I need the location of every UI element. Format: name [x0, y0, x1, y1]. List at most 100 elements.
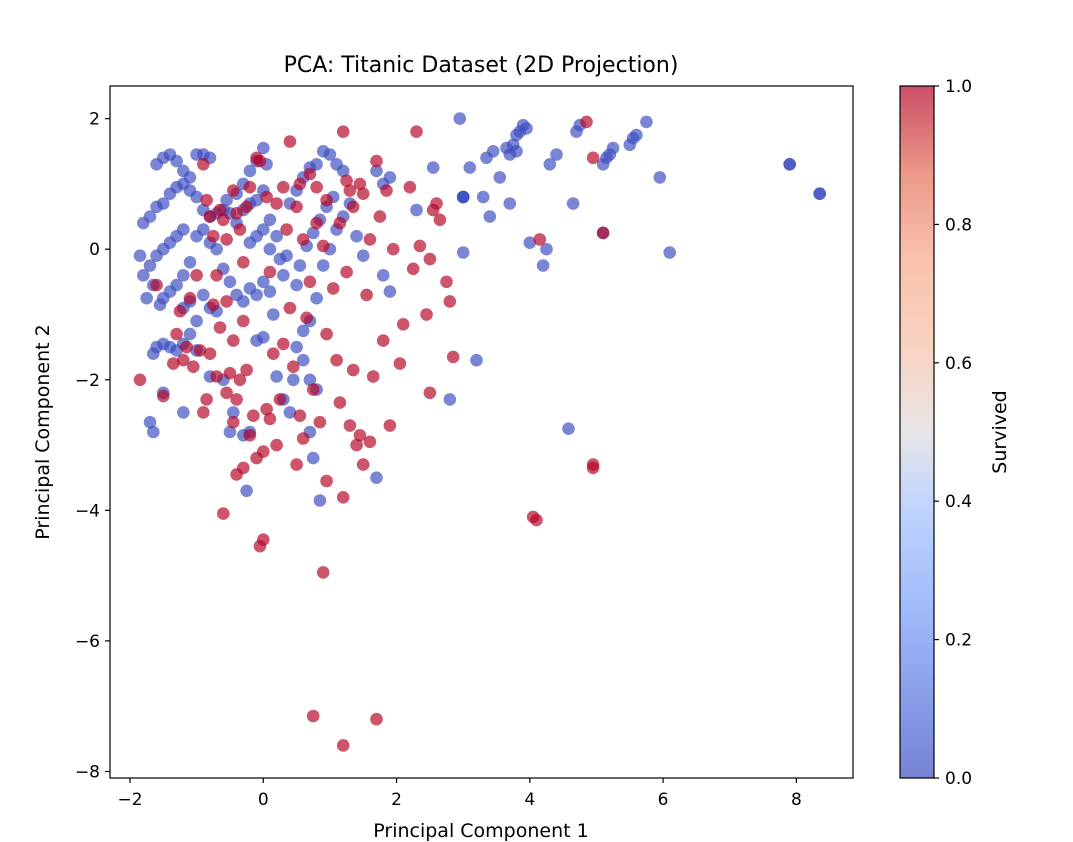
data-point	[330, 353, 343, 367]
data-point	[813, 187, 826, 200]
data-point	[210, 370, 223, 383]
data-point	[237, 295, 250, 308]
data-point	[523, 236, 537, 249]
data-point	[263, 412, 277, 426]
y-axis: −8 −6 −4 −2 0 2	[75, 110, 110, 782]
data-point	[137, 269, 150, 282]
data-point	[343, 184, 357, 197]
data-point	[147, 347, 160, 361]
data-point	[366, 370, 380, 383]
data-point	[197, 223, 210, 236]
y-tick-label: −4	[75, 501, 100, 521]
data-point	[663, 246, 676, 259]
data-point	[426, 161, 440, 174]
colorbar-tick-label: 0.6	[945, 354, 972, 374]
data-point	[393, 357, 407, 370]
x-tick-label: −2	[117, 790, 142, 810]
data-point	[293, 259, 307, 272]
data-point	[306, 226, 320, 240]
data-point	[413, 239, 427, 253]
data-point	[486, 145, 500, 158]
data-point	[210, 242, 223, 256]
data-point	[360, 288, 373, 302]
data-point	[456, 190, 470, 204]
data-point	[270, 197, 283, 210]
data-point	[207, 298, 220, 312]
y-tick-label: −6	[75, 632, 100, 652]
data-point	[150, 278, 163, 292]
data-point	[476, 190, 490, 204]
data-point	[343, 419, 357, 432]
data-point	[207, 229, 220, 243]
y-axis-label: Principal Component 2	[32, 324, 54, 539]
data-point	[260, 402, 273, 416]
data-point	[290, 278, 303, 292]
data-point	[383, 171, 397, 184]
data-point	[217, 213, 230, 227]
data-point	[562, 422, 575, 436]
data-point	[296, 353, 310, 367]
data-point	[197, 288, 210, 302]
data-point	[243, 429, 257, 442]
data-point	[336, 164, 350, 178]
data-point	[380, 184, 393, 197]
data-point	[363, 435, 377, 449]
data-point	[220, 193, 233, 207]
data-point	[300, 311, 313, 325]
x-tick-label: 2	[391, 790, 402, 810]
data-point	[230, 393, 243, 406]
data-point	[313, 494, 327, 507]
data-point	[296, 324, 310, 338]
data-point	[316, 259, 330, 272]
data-point	[163, 187, 177, 200]
data-point	[320, 474, 333, 488]
data-point	[200, 193, 213, 207]
data-point	[290, 200, 303, 214]
data-point	[260, 190, 273, 204]
x-tick-label: 8	[791, 790, 802, 810]
data-point	[143, 259, 157, 272]
colorbar-tick-label: 0.8	[945, 215, 972, 235]
data-point	[363, 233, 377, 246]
data-point	[287, 373, 300, 387]
data-point	[423, 386, 437, 400]
data-point	[177, 269, 190, 282]
data-point	[353, 429, 367, 442]
data-point	[336, 491, 350, 504]
data-point	[296, 233, 310, 246]
data-point	[247, 409, 260, 423]
colorbar-tick-label: 0.4	[945, 492, 972, 512]
colorbar-tick-label: 0.0	[945, 769, 972, 789]
data-point	[410, 125, 423, 138]
data-point	[533, 233, 547, 246]
data-point	[580, 115, 593, 129]
data-point	[536, 259, 550, 272]
data-point	[346, 200, 360, 214]
data-point	[406, 262, 420, 276]
data-point	[273, 252, 287, 266]
data-point	[277, 337, 290, 351]
data-point	[213, 321, 227, 334]
data-point	[143, 415, 157, 429]
data-point	[376, 269, 390, 282]
data-point	[333, 216, 347, 230]
data-point	[463, 161, 477, 174]
data-point	[346, 363, 360, 377]
data-point	[566, 197, 580, 210]
data-point	[483, 210, 497, 223]
data-point	[453, 112, 467, 125]
data-point	[240, 200, 253, 214]
data-point	[167, 357, 180, 370]
data-point	[250, 193, 263, 207]
data-point	[443, 295, 457, 308]
data-point	[227, 415, 240, 429]
data-point	[273, 393, 287, 406]
colorbar-ticks: 0.0 0.2 0.4 0.6 0.8 1.0	[934, 77, 972, 789]
colorbar-tick-label: 0.2	[945, 631, 972, 651]
data-point	[240, 484, 253, 498]
data-point	[310, 216, 323, 230]
data-point	[263, 265, 277, 279]
data-point	[370, 154, 383, 168]
data-point	[306, 451, 320, 465]
data-point	[386, 242, 400, 256]
